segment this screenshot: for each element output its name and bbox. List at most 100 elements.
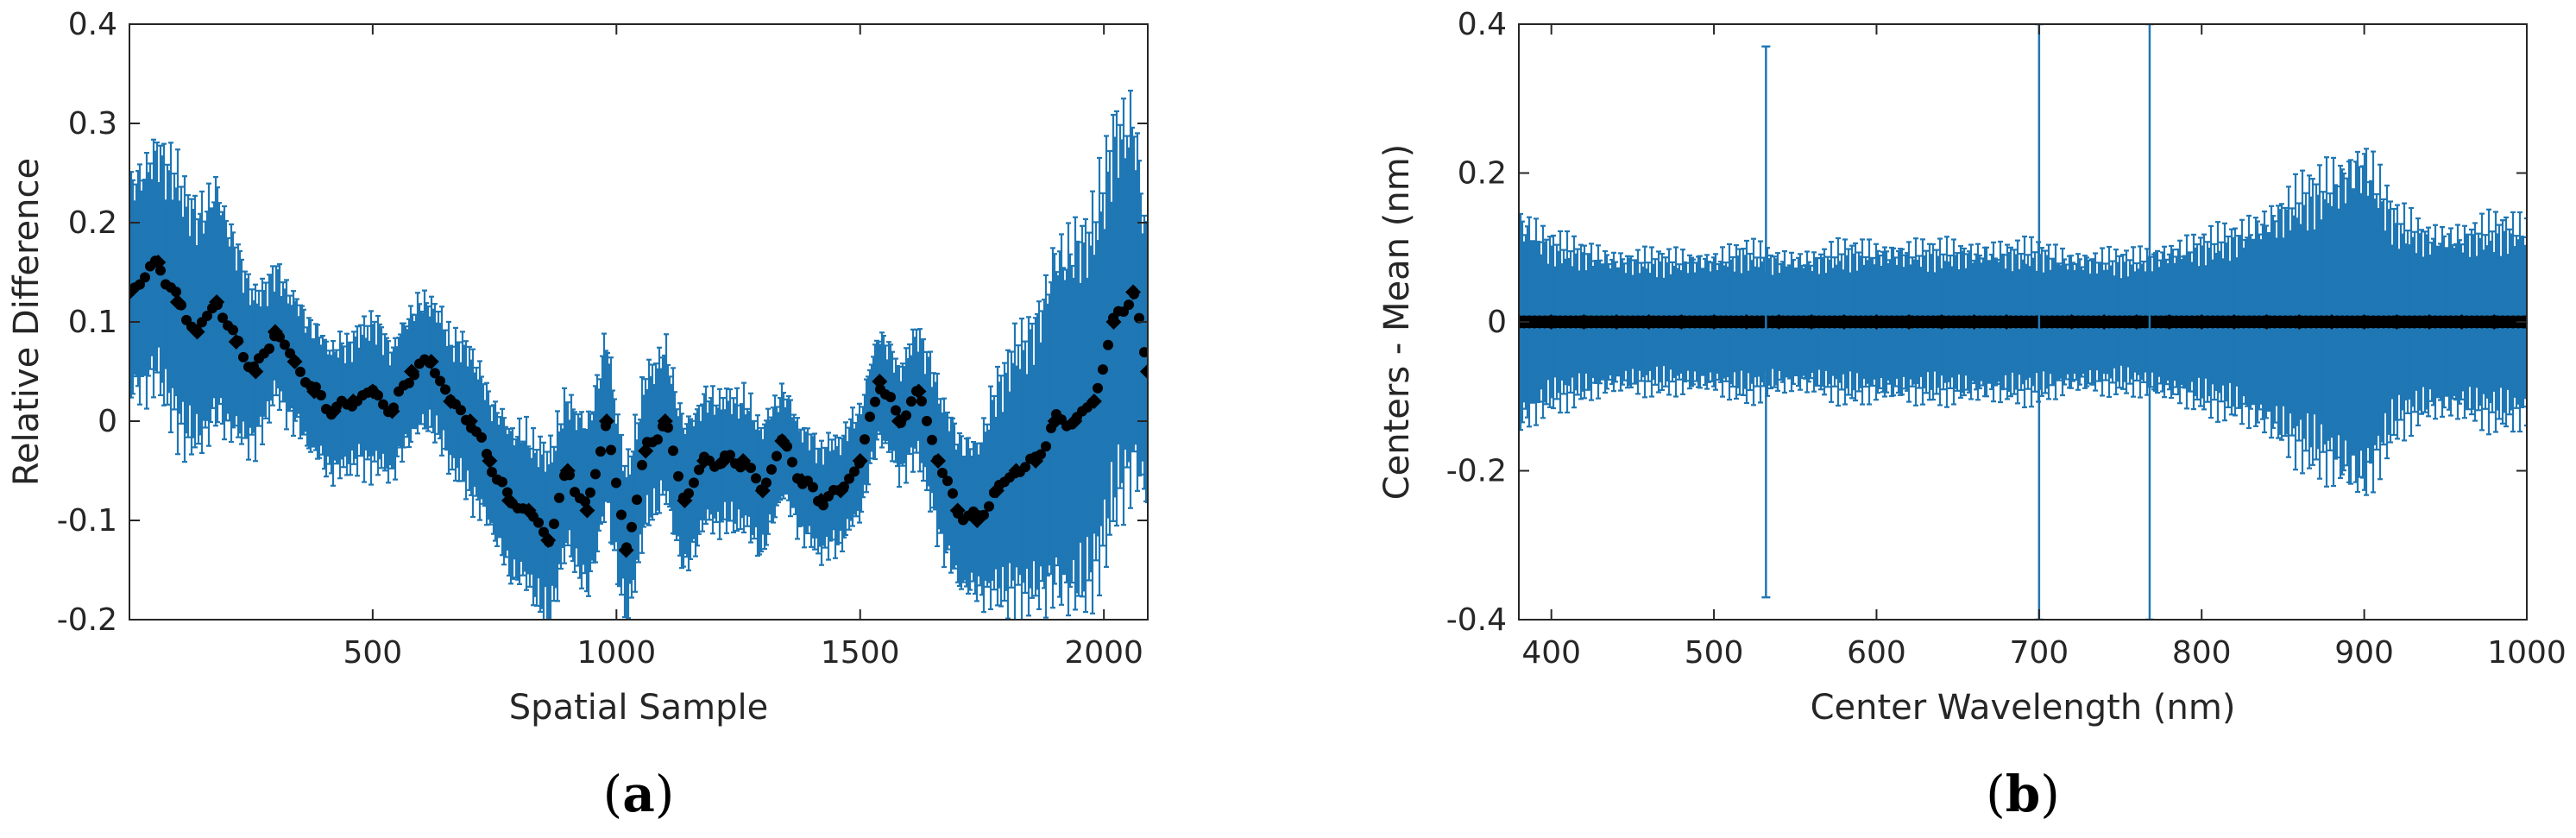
panel-a-x-ticks: 500 1000 1500 2000: [343, 24, 1143, 671]
panel-a-marker: [1124, 299, 1134, 311]
panel-a-data-point: [501, 493, 518, 508]
panel-a-marker: [984, 501, 994, 512]
panel-a-marker: [554, 492, 564, 503]
panel-b: 400 500 600 700 800 900 1000 -0.4 -0.2 0 0.2 0.4 C…: [1377, 7, 2567, 823]
panel-a-data-point: [599, 413, 615, 429]
panel-b-x-tick-label: 500: [1685, 635, 1744, 671]
panel-b-data-point: [2096, 314, 2113, 330]
panel-a-marker: [295, 366, 305, 377]
panel-b-x-tick-label: 1000: [2487, 635, 2567, 671]
panel-b-y-tick-label: 0.2: [1458, 156, 1507, 192]
panel-b-data-point: [1868, 314, 1885, 330]
panel-b-data-point: [2128, 314, 2145, 330]
panel-a-marker: [885, 392, 896, 403]
panel-a: 500 1000 1500 2000 -0.2 -0.1 0 0.1 0.2 0.3 0.4 Sp…: [7, 7, 1149, 823]
panel-a-marker: [927, 434, 937, 445]
panel-a-data-point: [228, 334, 244, 350]
panel-a-marker: [440, 384, 450, 395]
panel-a-data-point: [677, 493, 693, 508]
panel-a-caption-letter: a: [622, 765, 655, 823]
panel-a-data-point: [423, 354, 439, 369]
panel-a-marker: [865, 411, 875, 422]
panel-a-data-point: [910, 383, 927, 400]
panel-a-data-point: [657, 413, 673, 429]
panel-a-data-point: [1140, 363, 1148, 380]
panel-a-marker: [1134, 312, 1144, 324]
panel-a-marker: [228, 324, 238, 336]
panel-b-data-point: [1966, 314, 1982, 330]
panel-a-marker: [1093, 382, 1103, 394]
panel-a-marker: [549, 519, 559, 530]
panel-a-marker: [627, 521, 637, 532]
panel-b-data-point: [2194, 314, 2210, 330]
panel-a-data-point: [345, 394, 362, 409]
panel-a-marker: [1098, 364, 1108, 375]
panel-a-marker: [870, 396, 880, 407]
panel-a-marker: [404, 377, 414, 388]
panel-b-data-point: [2291, 314, 2308, 330]
panel-a-y-tick-label: 0.1: [68, 305, 117, 340]
panel-a-y-tick-label: 0: [98, 404, 117, 439]
panel-a-data-point: [520, 502, 537, 519]
panel-a-data-point: [696, 453, 712, 469]
panel-a-data-point: [1047, 413, 1063, 429]
panel-b-data-point: [2226, 314, 2242, 330]
panel-b-data-point: [1673, 314, 1690, 330]
panel-a-series-0-markers: [129, 255, 1148, 558]
panel-a-data-point: [1028, 453, 1044, 469]
panel-b-data-point: [1804, 314, 1820, 330]
panel-a-marker: [948, 488, 958, 499]
panel-a-x-tick-label: 1000: [576, 635, 656, 671]
panel-a-data-point: [638, 443, 654, 459]
panel-a-data-point: [715, 453, 732, 469]
panel-b-y-tick-label: 0: [1487, 305, 1507, 340]
panel-a-data-point: [754, 482, 771, 499]
panel-b-y-tick-label: -0.4: [1446, 602, 1507, 638]
panel-a-marker: [772, 451, 782, 462]
panel-a-y-tick-label: -0.1: [57, 503, 117, 539]
panel-a-y-tick-label: 0.3: [68, 106, 117, 142]
panel-a-data-point: [287, 354, 303, 369]
panel-a-data-point: [988, 482, 1005, 499]
panel-a-marker: [585, 487, 595, 498]
panel-a-data-point: [1086, 394, 1102, 409]
panel-a-plot-area: [129, 89, 1148, 620]
panel-a-marker: [202, 310, 212, 321]
panel-a-data-point: [325, 403, 342, 419]
panel-a-marker: [616, 509, 627, 520]
panel-a-marker: [766, 463, 777, 475]
panel-b-data-point: [1641, 314, 1657, 330]
panel-b-data-point: [1609, 314, 1625, 330]
panel-a-data-point: [579, 502, 595, 519]
panel-b-caption-letter: b: [2006, 765, 2041, 823]
panel-b-data-point: [2486, 314, 2503, 330]
panel-b-data-point: [2323, 314, 2340, 330]
panel-a-series-0-errorbars: [129, 89, 1148, 620]
panel-b-y-tick-label: 0.4: [1458, 7, 1507, 42]
panel-a-y-ticks: -0.2 -0.1 0 0.1 0.2 0.3 0.4: [57, 7, 1148, 638]
panel-a-x-tick-label: 500: [343, 635, 403, 671]
panel-b-y-axis-label: Centers - Mean (nm): [1377, 144, 1417, 501]
panel-a-data-point: [267, 324, 283, 340]
panel-a-data-point: [248, 363, 264, 380]
panel-b-data-point: [1706, 314, 1723, 330]
panel-b-x-tick-label: 600: [1847, 635, 1906, 671]
panel-b-y-ticks: -0.4 -0.2 0 0.2 0.4: [1446, 7, 2527, 638]
panel-a-marker: [1103, 339, 1113, 350]
panel-b-x-ticks: 400 500 600 700 800 900 1000: [1521, 24, 2567, 671]
panel-a-data-point: [774, 433, 790, 449]
panel-a-marker: [891, 405, 901, 416]
panel-a-marker: [652, 434, 663, 445]
panel-a-data-point: [540, 532, 557, 548]
panel-a-marker: [487, 466, 497, 477]
panel-a-marker: [689, 477, 699, 488]
panel-a-data-point: [306, 383, 323, 400]
panel-a-marker: [590, 469, 601, 480]
panel-a-marker: [637, 459, 647, 470]
panel-a-data-point: [404, 363, 420, 380]
panel-b-data-point: [2453, 314, 2470, 330]
panel-a-data-point: [364, 383, 381, 400]
panel-a-data-point: [813, 493, 829, 508]
panel-a-marker: [1139, 347, 1148, 358]
